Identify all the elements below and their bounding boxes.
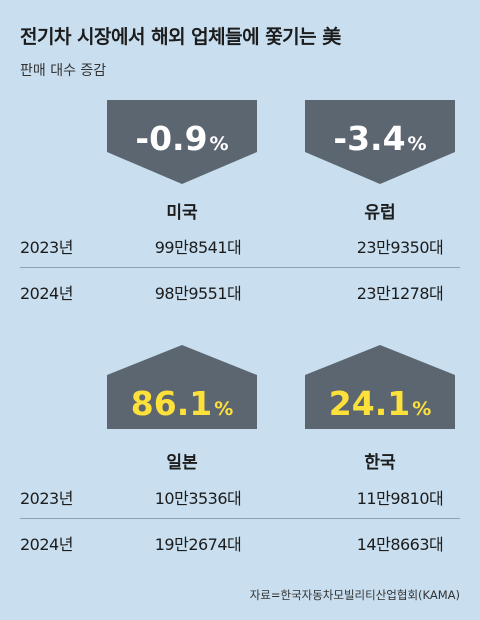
change-badge-shape: [305, 100, 455, 184]
value-europe-2023: 23만9350대: [356, 238, 444, 257]
chart-subtitle: 판매 대수 증감: [20, 63, 107, 79]
year-label: 2024년: [20, 535, 73, 554]
value-us-2024: 98만9551대: [154, 284, 242, 303]
region-label-korea: 한국: [364, 453, 396, 473]
region-label-europe: 유럽: [364, 203, 396, 223]
value-japan-2024: 19만2674대: [154, 535, 242, 554]
value-korea-2024: 14만8663대: [356, 535, 444, 554]
change-percent-label: -0.9%: [135, 119, 228, 158]
year-label: 2024년: [20, 284, 73, 303]
change-badge-shape: [305, 345, 455, 429]
change-percent-label: -3.4%: [333, 119, 426, 158]
table-row-bottom-2023: 2023년 10만3536대 11만9810대: [20, 485, 460, 511]
source-note: 자료=한국자동차모빌리티산업협회(KAMA): [249, 588, 460, 602]
change-percent-label: 24.1%: [329, 384, 431, 423]
chart-title: 전기차 시장에서 해외 업체들에 쫓기는 美: [20, 26, 341, 48]
change-badge-shape: [107, 345, 257, 429]
divider: [20, 518, 460, 519]
value-japan-2023: 10만3536대: [154, 489, 242, 508]
divider: [20, 267, 460, 268]
value-us-2023: 99만8541대: [154, 238, 242, 257]
region-label-japan: 일본: [166, 453, 198, 473]
table-row-top-2023: 2023년 99만8541대 23만9350대: [20, 234, 460, 260]
table-row-bottom-2024: 2024년 19만2674대 14만8663대: [20, 531, 460, 557]
value-korea-2023: 11만9810대: [356, 489, 444, 508]
year-label: 2023년: [20, 489, 73, 508]
change-badge-shape: [107, 100, 257, 184]
table-row-top-2024: 2024년 98만9551대 23만1278대: [20, 280, 460, 306]
region-label-us: 미국: [166, 203, 198, 223]
change-percent-label: 86.1%: [131, 384, 233, 423]
year-label: 2023년: [20, 238, 73, 257]
value-europe-2024: 23만1278대: [356, 284, 444, 303]
